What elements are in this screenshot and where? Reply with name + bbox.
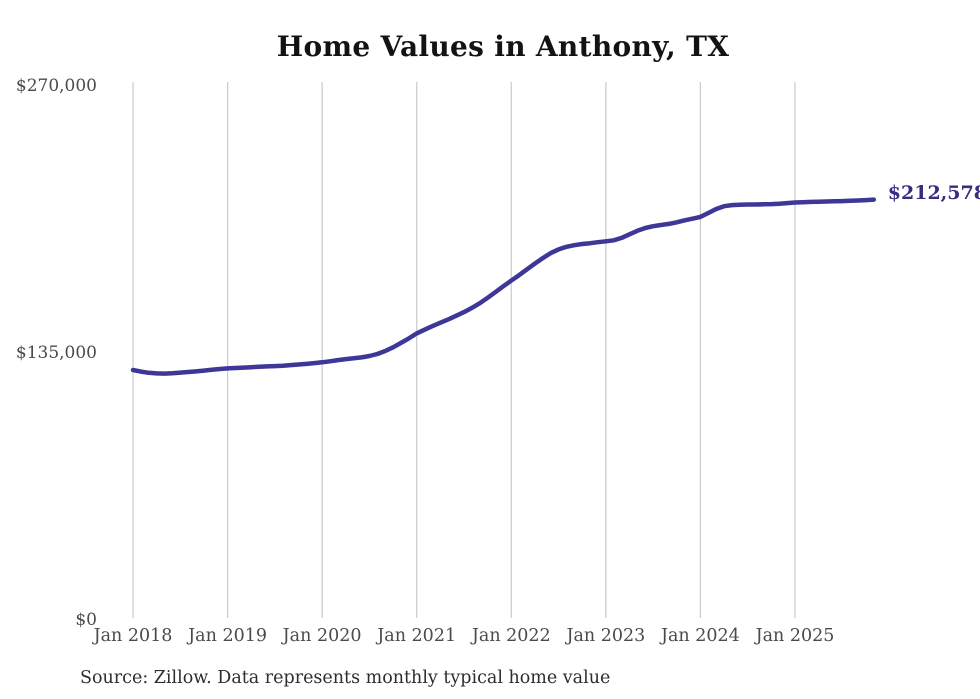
source-note: Source: Zillow. Data represents monthly … <box>80 668 611 688</box>
x-axis-tick-jan-2020: Jan 2020 <box>282 626 362 646</box>
x-axis-tick-jan-2022: Jan 2022 <box>471 626 551 646</box>
x-axis-tick-jan-2021: Jan 2021 <box>377 626 457 646</box>
y-axis-tick-label-0: $0 <box>75 610 97 630</box>
x-axis-tick-jan-2018: Jan 2018 <box>93 626 173 646</box>
home-value-trend-line <box>130 197 877 376</box>
x-axis-tick-jan-2025: Jan 2025 <box>755 626 835 646</box>
latest-value-label: $212,578 <box>887 182 980 205</box>
x-axis-tick-jan-2023: Jan 2023 <box>566 626 646 646</box>
y-axis-tick-label-135000: $135,000 <box>15 343 97 363</box>
x-axis-tick-jan-2024: Jan 2024 <box>660 626 740 646</box>
y-axis-tick-label-270000: $270,000 <box>15 76 97 96</box>
chart-title: Home Values in Anthony, TX <box>276 30 730 63</box>
vertical-gridlines <box>132 82 796 618</box>
x-axis-tick-jan-2019: Jan 2019 <box>188 626 267 646</box>
